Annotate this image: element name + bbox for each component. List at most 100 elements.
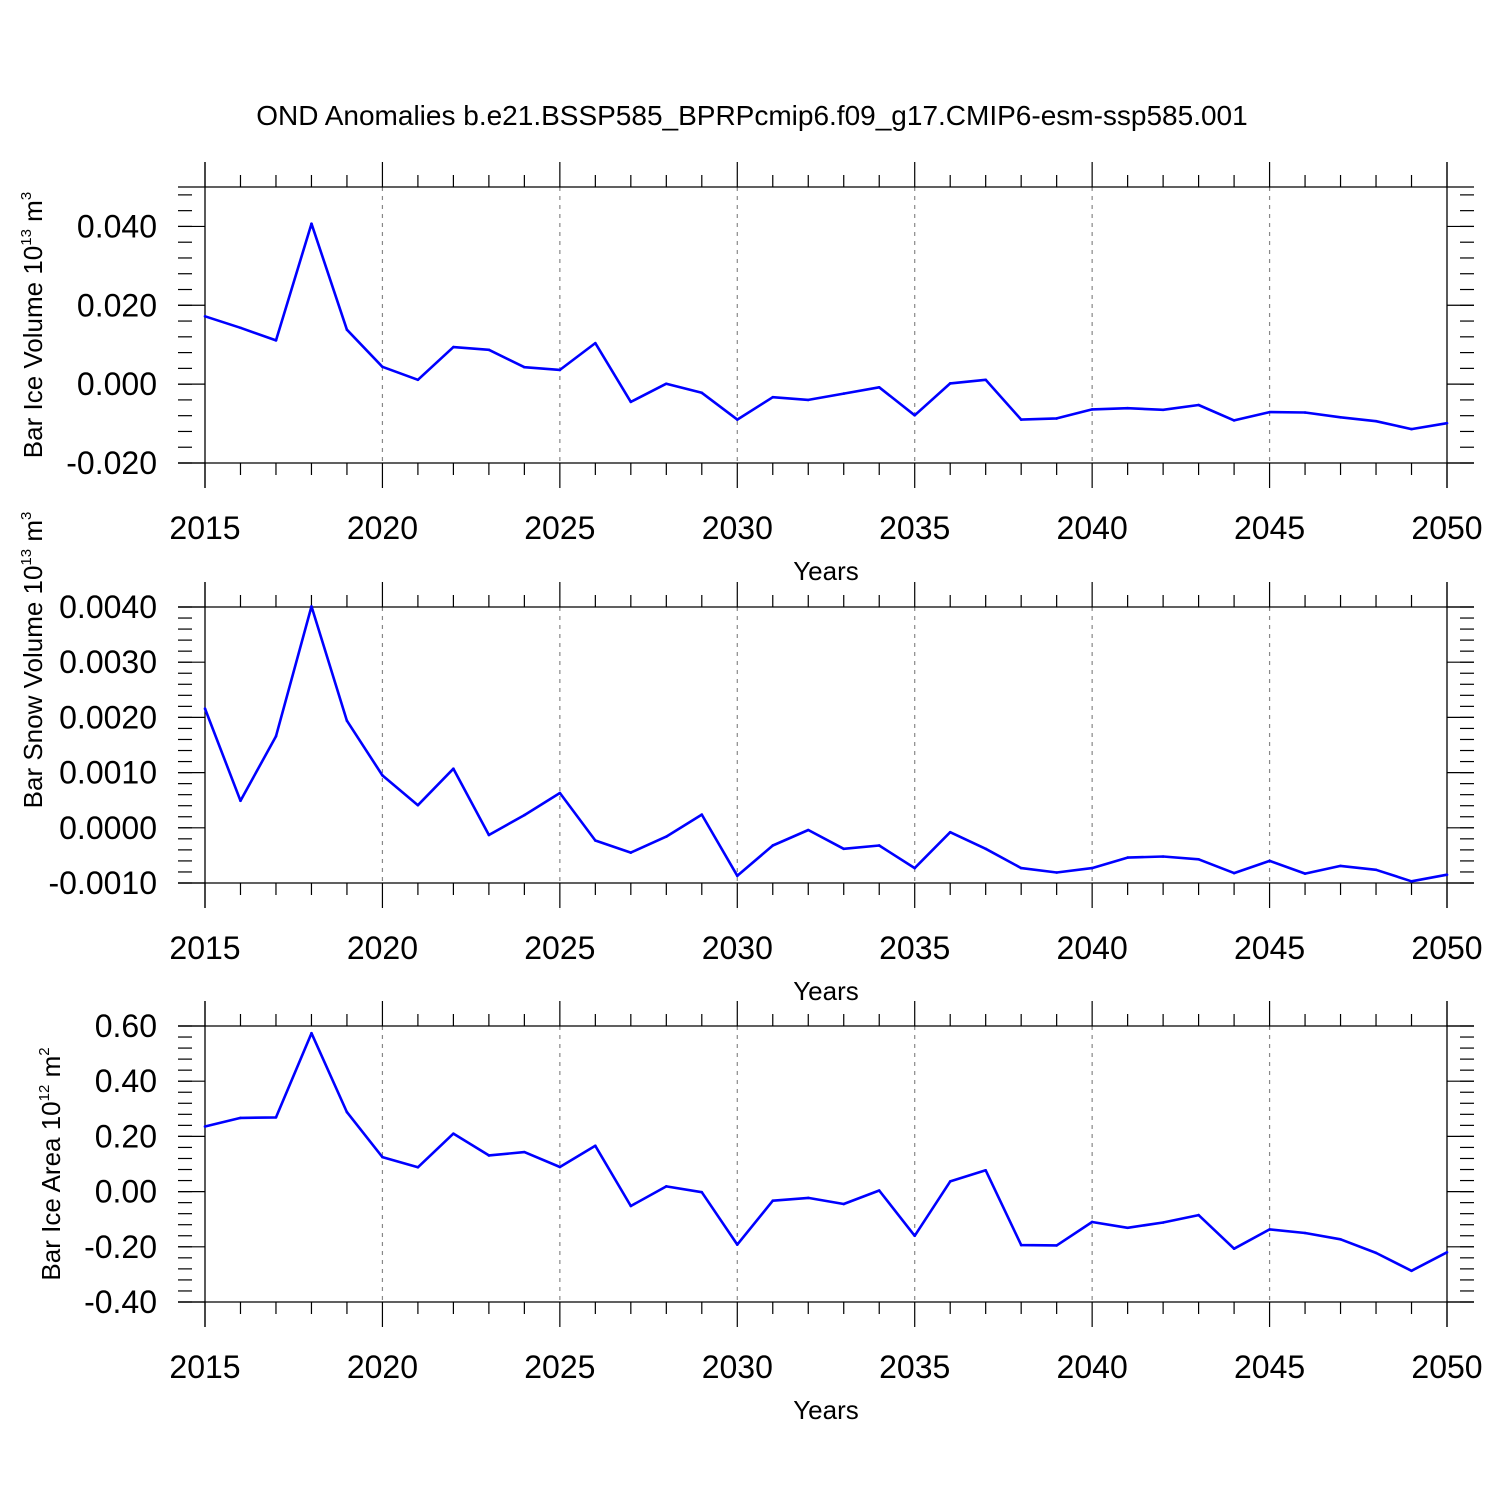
x-tick-label: 2030	[702, 510, 773, 546]
data-point	[310, 1031, 313, 1035]
data-point	[771, 395, 775, 399]
y-tick-label: 0.0010	[59, 755, 157, 791]
data-point	[594, 839, 597, 842]
x-tick-label: 2030	[702, 1349, 773, 1385]
data-point	[913, 413, 917, 417]
y-tick-label: 0.0030	[59, 644, 157, 680]
data-point	[345, 719, 349, 723]
data-point	[452, 1132, 455, 1135]
data-point	[203, 1125, 207, 1128]
series-line	[204, 222, 1448, 431]
data-point	[948, 1180, 952, 1183]
y-axis-title: Bar Snow Volume 1013 m3	[18, 512, 48, 809]
data-point	[665, 382, 668, 386]
data-point	[1090, 866, 1094, 870]
x-tick-label: 2030	[702, 930, 773, 966]
data-point	[806, 828, 810, 832]
data-point	[1055, 417, 1058, 420]
data-point	[1126, 1226, 1129, 1230]
data-point	[984, 1169, 987, 1172]
data-point	[700, 391, 704, 395]
data-point	[310, 222, 313, 225]
x-tick-label: 2020	[347, 510, 418, 546]
data-point	[1339, 1238, 1342, 1241]
data-point	[239, 326, 242, 330]
data-point	[381, 774, 384, 777]
data-point	[1303, 411, 1307, 414]
data-point	[487, 1154, 491, 1157]
data-point	[1339, 415, 1342, 419]
x-axis-title: Years	[793, 556, 859, 586]
y-tick-label: 0.40	[95, 1063, 157, 1099]
data-point	[629, 851, 633, 854]
y-tick-label: -0.0010	[48, 865, 157, 901]
data-point	[842, 847, 846, 851]
data-point	[984, 378, 987, 382]
data-point	[1268, 859, 1271, 863]
data-point	[1232, 871, 1236, 875]
data-point	[665, 835, 668, 838]
data-point	[1374, 868, 1378, 872]
data-point	[1303, 872, 1307, 875]
data-point	[1374, 1251, 1378, 1255]
y-axis-title-text: Bar Ice Volume 10	[18, 246, 48, 458]
x-tick-label: 2020	[347, 1349, 418, 1385]
data-point	[381, 1155, 384, 1159]
x-tick-label: 2040	[1057, 930, 1128, 966]
data-point	[984, 847, 987, 851]
series-line	[203, 605, 1448, 883]
data-point	[1197, 857, 1200, 861]
y-tick-label: 0.00	[95, 1174, 157, 1210]
data-point	[913, 866, 917, 870]
data-point	[1445, 421, 1449, 425]
y-axis-title-exponent: 13	[18, 229, 35, 246]
x-tick-label: 2035	[879, 930, 950, 966]
data-point	[416, 803, 420, 807]
x-tick-label: 2050	[1411, 510, 1482, 546]
data-point	[771, 844, 775, 847]
data-point	[452, 345, 455, 349]
data-point	[558, 368, 562, 372]
data-point	[877, 1189, 881, 1192]
x-tick-label: 2035	[879, 1349, 950, 1385]
x-axis-title: Years	[793, 1395, 859, 1425]
y-tick-label: -0.020	[66, 445, 157, 481]
y-axis-title: Bar Ice Area 1012 m2	[36, 1047, 66, 1280]
y-tick-label: -0.20	[84, 1229, 157, 1265]
data-point	[877, 385, 881, 389]
x-tick-label: 2025	[524, 930, 595, 966]
data-point	[735, 874, 739, 878]
data-point	[274, 1116, 278, 1119]
data-point	[1339, 864, 1342, 868]
data-point	[416, 378, 420, 382]
data-point	[1055, 871, 1058, 874]
panel-3: 2015 2020 2025 2030 2035 2040 2045 2050 Years -0.…	[36, 1001, 1483, 1425]
x-tick-label: 2035	[879, 510, 950, 546]
data-point	[594, 341, 597, 345]
y-axis-title-unit: m	[18, 200, 48, 229]
data-point	[203, 315, 207, 318]
data-point	[629, 1204, 633, 1208]
data-point	[948, 830, 952, 834]
data-point	[1410, 1269, 1413, 1273]
data-point	[1019, 418, 1023, 421]
x-tick-label: 2015	[169, 930, 240, 966]
data-point	[1161, 855, 1165, 858]
data-point	[806, 1196, 810, 1200]
data-point	[1374, 419, 1378, 423]
data-point	[665, 1185, 668, 1188]
x-tick-label: 2020	[347, 930, 418, 966]
data-point	[523, 813, 526, 817]
y-axis-title-text: Bar Snow Volume 10	[18, 566, 48, 809]
data-point	[523, 365, 526, 369]
x-tick-label: 2015	[169, 1349, 240, 1385]
x-tick-label: 2045	[1234, 510, 1305, 546]
series-line	[204, 1031, 1448, 1273]
data-point	[558, 1165, 562, 1169]
chart-title: OND Anomalies b.e21.BSSP585_BPRPcmip6.f0…	[256, 100, 1247, 131]
data-point	[1161, 408, 1165, 412]
data-point	[1410, 880, 1413, 883]
data-point	[1268, 410, 1271, 414]
data-point	[203, 707, 207, 710]
